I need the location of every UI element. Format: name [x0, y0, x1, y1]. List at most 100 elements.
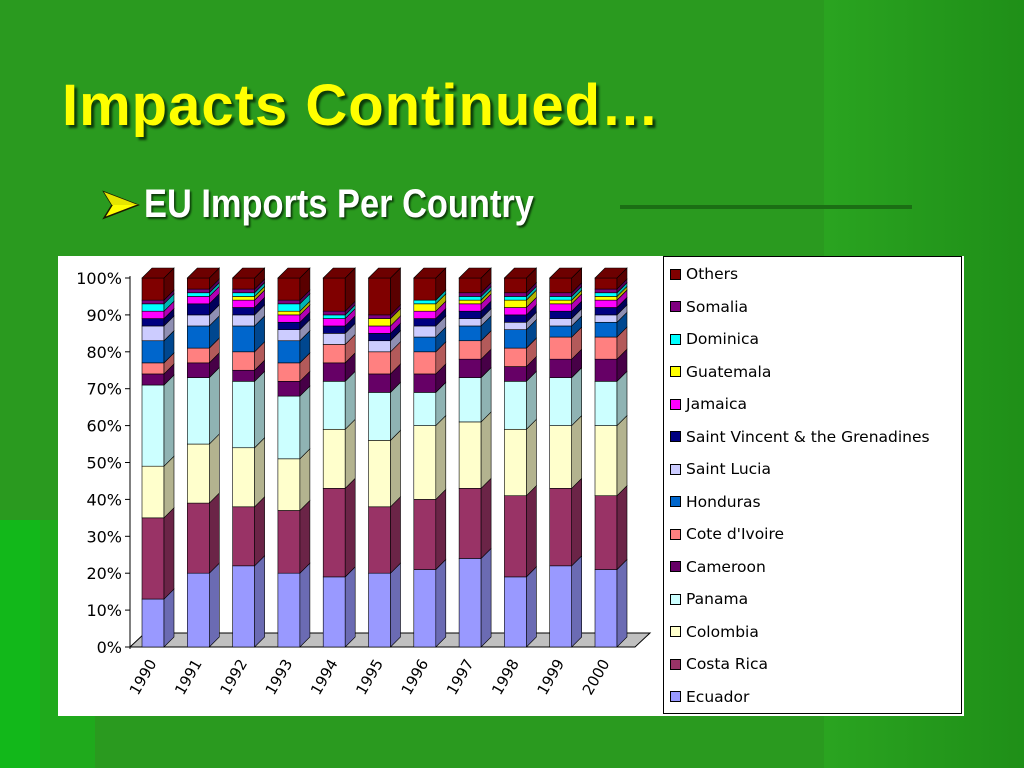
legend-swatch: [670, 658, 681, 670]
legend-label: Colombia: [686, 622, 759, 641]
bar-segment: [458, 421, 482, 489]
bar-segment: [232, 351, 255, 371]
bar-segment: [504, 307, 527, 316]
bar-segment-side: [209, 433, 220, 504]
legend-swatch: [670, 561, 681, 572]
bar-segment: [322, 428, 346, 489]
bar-segment: [232, 277, 255, 290]
bar-segment: [413, 299, 437, 305]
bar-segment: [141, 299, 165, 305]
bar-segment: [504, 292, 527, 297]
bar-segment: [413, 373, 437, 393]
bar-segment-side: [616, 414, 628, 497]
background-accent-left: [0, 520, 40, 768]
bar-segment-side: [254, 555, 265, 648]
legend-item: Somalia: [670, 292, 748, 322]
bar-segment: [549, 277, 573, 294]
bar-segment: [187, 572, 210, 648]
bar-segment: [458, 325, 482, 342]
bar-segment: [322, 310, 346, 316]
bar-segment-side: [571, 414, 583, 490]
x-tick-label: 1990: [126, 656, 161, 698]
bar-segment-top: [186, 267, 221, 279]
bar-segment-side: [480, 547, 492, 648]
y-tick-label: 90%: [86, 306, 122, 325]
bar-segment: [594, 321, 618, 338]
bar-segment: [458, 303, 482, 312]
y-tick-label: 30%: [86, 527, 122, 546]
bar-segment: [549, 310, 573, 319]
bar-segment: [187, 377, 210, 445]
y-tick-label: 10%: [86, 601, 122, 620]
x-tick-label: 2000: [579, 656, 614, 698]
bar-segment: [368, 314, 391, 319]
bar-segment-top: [413, 267, 447, 279]
bar-segment: [277, 310, 301, 316]
bar-segment: [322, 381, 346, 430]
legend-item: Guatemala: [670, 357, 771, 387]
legend-swatch: [670, 268, 681, 280]
bar-segment: [187, 296, 210, 305]
bar-segment-top: [503, 267, 538, 279]
bar-segment-side: [526, 484, 537, 578]
slide-title: Impacts Continued…: [62, 73, 661, 138]
bar-segment-side: [480, 477, 492, 560]
legend-item: Costa Rica: [670, 649, 768, 679]
bar-segment: [232, 447, 255, 508]
legend-label: Others: [686, 265, 739, 283]
bar-segment: [504, 428, 527, 497]
bar-segment: [594, 277, 618, 290]
x-tick-label: 1999: [533, 656, 568, 698]
legend-label: Costa Rica: [686, 655, 768, 673]
bar-segment: [187, 502, 210, 574]
legend-label: Cote d'Ivoire: [686, 525, 785, 543]
bar-segment: [141, 310, 165, 319]
y-tick-label: 50%: [86, 454, 122, 473]
y-tick-label: 70%: [86, 380, 122, 399]
legend-swatch: [670, 496, 681, 507]
bar-segment: [187, 303, 210, 316]
bar-segment-side: [390, 562, 401, 648]
bar-segment: [549, 292, 573, 297]
bar-segment-side: [616, 484, 628, 571]
bar-segment: [504, 296, 527, 301]
legend-item: Colombia: [670, 617, 759, 647]
bullet-text: EU Imports Per Country: [144, 182, 534, 226]
legend-swatch: [670, 528, 681, 540]
bar-segment-top: [322, 267, 356, 279]
bar-segment-side: [571, 555, 583, 648]
bar-segment-side: [390, 429, 401, 508]
bar-segment-side: [299, 499, 311, 574]
bar-segment-side: [163, 374, 175, 467]
bar-segment: [549, 296, 573, 301]
bar-segment: [232, 325, 255, 353]
bar-segment: [549, 336, 573, 360]
legend-label: Guatemala: [686, 362, 772, 381]
legend-swatch: [670, 463, 681, 475]
bar-segment: [277, 458, 301, 511]
bar-segment: [322, 344, 346, 364]
bar-segment: [277, 303, 301, 312]
legend-label: Jamaica: [686, 395, 747, 413]
legend-item: Honduras: [670, 487, 761, 517]
bar-segment: [549, 303, 573, 312]
bar-segment-side: [163, 507, 175, 600]
bar-segment: [594, 569, 618, 648]
bar-segment: [413, 325, 437, 338]
x-tick-label: 1997: [443, 656, 478, 698]
bar-segment: [141, 465, 165, 519]
bar-segment-side: [435, 414, 447, 501]
bar-segment: [277, 277, 301, 301]
legend-item: Panama: [670, 584, 748, 614]
bar-segment: [232, 307, 255, 316]
bar-segment: [413, 499, 437, 570]
bar-segment: [458, 377, 482, 423]
bar-segment: [458, 358, 482, 378]
bar-segment: [413, 310, 437, 319]
y-tick-label: 80%: [86, 343, 122, 362]
arrow-bullet-icon: [102, 190, 140, 219]
bar-segment: [549, 358, 573, 378]
chart-legend: Others Somalia Dominica Guatemala Jamaica Sai…: [663, 256, 962, 714]
bar-segment: [277, 381, 301, 397]
bar-segment-side: [435, 558, 447, 648]
